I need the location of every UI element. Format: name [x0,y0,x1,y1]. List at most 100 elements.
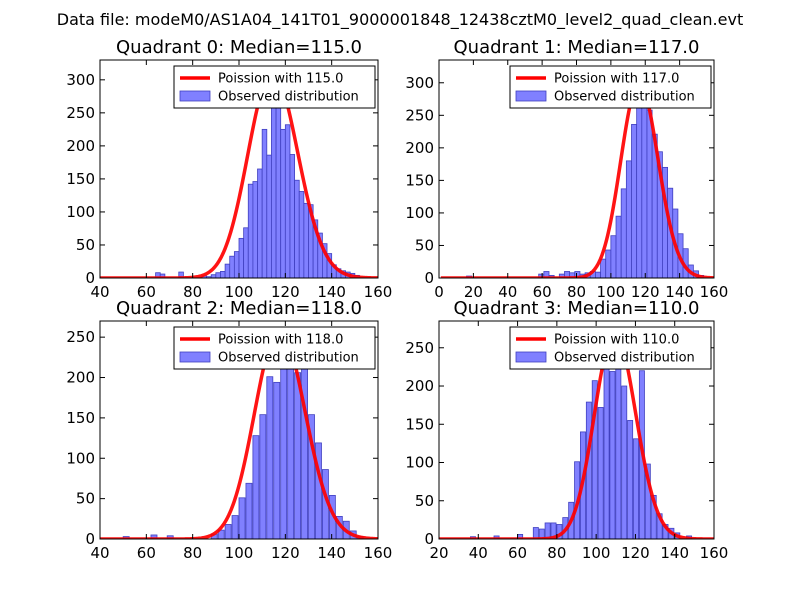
quadrant-0-panel: 40 60 80 100 120 140 160 0 50 100 150 200 250 300 Quad… [66,37,392,301]
quadrant-1-xtick-label-1: 20 [464,283,483,301]
quadrant-0-legend-observed-swatch [179,90,211,102]
quadrant-3-xtick-label-1: 40 [469,544,488,562]
quadrant-0-bar-24 [298,191,305,278]
quadrant-0-ytick-label-6: 300 [66,71,95,89]
quadrant-0-xtick-label-6: 160 [364,283,393,301]
quadrant-1-legend-observed-label: Observed distribution [554,90,695,105]
quadrant-2-ytick-label-0: 0 [85,530,95,548]
quadrant-1-xtick-label-0: 0 [434,283,444,301]
quadrant-3-xtick-label-2: 60 [508,544,527,562]
quadrant-0-bar-9 [229,255,235,278]
figure-suptitle: Data file: modeM0/AS1A04_141T01_90000018… [57,10,743,30]
quadrant-1-ytick-label-2: 100 [405,204,434,222]
quadrant-3-bar-19 [627,420,634,539]
quadrant-1-ytick-label-0: 0 [424,269,434,287]
quadrant-3-legend-observed-label: Observed distribution [554,351,695,366]
quadrant-3-ytick-label-1: 50 [415,492,434,510]
quadrant-3-plot-content [439,330,714,539]
quadrant-2-legend: Poission with 118.0 Observed distribution [173,326,376,370]
quadrant-3-bar-18 [621,385,628,539]
quadrant-2-panel: 40 60 80 100 120 140 160 0 50 100 150 200 250 Quadran… [66,298,392,562]
quadrant-2-xtick-label-3: 100 [225,544,254,562]
quadrant-2-ytick-label-3: 150 [66,409,95,427]
quadrant-3-xtick-label-0: 20 [429,544,448,562]
quadrant-2-bar-16 [301,360,308,539]
quadrant-0-bar-21 [284,124,291,278]
quadrant-1-title: Quadrant 1: Median=117.0 [454,37,700,58]
quadrant-1-xtick-label-2: 40 [498,283,517,301]
quadrant-2-ytick-label-1: 50 [76,490,95,508]
quadrant-2-bar-8 [245,482,253,539]
quadrant-3-poisson-curve [439,330,714,539]
quadrant-3-xtick-label-6: 140 [660,544,689,562]
quadrant-3-bar-17 [615,348,622,539]
quadrant-2-xtick-label-2: 80 [183,544,202,562]
quadrant-0-bar-11 [238,237,245,278]
quadrant-0-bar-8 [224,263,231,278]
quadrant-2-xtick-label-1: 60 [137,544,156,562]
quadrant-3-bar-15 [603,358,610,539]
quadrant-3-bar-16 [609,371,616,539]
quadrant-3-bar-4 [538,528,545,539]
quadrant-1-xtick-label-7: 140 [665,283,694,301]
quadrant-0-ytick-label-0: 0 [85,269,95,287]
quadrant-0-ytick-label-5: 250 [66,104,95,122]
quadrant-0-plot-content [100,69,378,278]
quadrant-3-ytick-label-2: 100 [405,454,434,472]
quadrant-1-bar-18 [631,124,638,278]
quadrant-0-ytick-label-3: 150 [66,170,95,188]
quadrant-0-ytick-label-1: 50 [76,236,95,254]
quadrant-1-panel: 0 20 40 60 80 100 120 140 160 0 50 100 150 200 250 300 Q… [405,37,728,301]
quadrant-2-poisson-curve [100,327,378,539]
quadrant-1-legend-observed-swatch [515,90,547,102]
quadrant-3-legend-observed-swatch [515,351,547,363]
quadrant-0-bar-13 [247,183,254,278]
quadrant-0-bar-6 [215,272,221,278]
quadrant-2-bar-14 [287,360,295,539]
quadrant-1-legend-poisson-label: Poission with 117.0 [554,72,679,87]
quadrant-1-legend: Poission with 117.0 Observed distribution [509,65,712,109]
quadrant-1-bar-17 [625,160,632,278]
quadrant-3-ytick-label-4: 200 [405,377,434,395]
quadrant-1-bar-20 [641,89,648,278]
quadrant-2-bar-7 [238,497,246,539]
quadrant-1-bar-15 [615,215,622,278]
quadrant-1-bar-14 [610,235,617,278]
quadrant-3-xtick-label-5: 120 [621,544,650,562]
quadrant-3-title: Quadrant 3: Median=110.0 [454,298,700,319]
quadrant-0-bar-14 [252,181,258,278]
quadrant-0-xtick-label-1: 60 [137,283,156,301]
quadrant-1-xtick-label-3: 60 [533,283,552,301]
quadrant-3-legend-poisson-label: Poission with 110.0 [554,333,679,348]
quadrant-1-xtick-label-4: 80 [567,283,586,301]
quadrant-0-legend: Poission with 115.0 Observed distribution [173,65,376,109]
quadrant-3-axes-frame [438,320,715,540]
quadrant-3-xtick-label-4: 100 [582,544,611,562]
quadrant-3-bar-12 [585,401,592,539]
quadrant-1-bar-13 [605,249,612,278]
quadrant-2-bar-9 [252,435,260,539]
quadrant-0-legend-observed-label: Observed distribution [218,90,359,105]
quadrant-0-bar-18 [271,105,277,278]
quadrant-1-ytick-label-3: 150 [405,171,434,189]
quadrant-0-bar-10 [233,251,240,278]
quadrant-2-bar-12 [273,381,281,539]
quadrant-2-xtick-label-6: 160 [364,544,393,562]
quadrant-1-ytick-label-5: 250 [405,106,434,124]
quadrant-0-bar-23 [294,179,300,278]
quadrant-3-ytick-label-0: 0 [424,530,434,548]
quadrant-0-title: Quadrant 0: Median=115.0 [116,37,362,58]
quadrant-2-bar-15 [294,372,302,539]
quadrant-2-legend-observed-label: Observed distribution [218,351,359,366]
quadrant-1-xtick-label-8: 160 [700,283,729,301]
quadrant-3-ytick-label-3: 150 [405,415,434,433]
quadrant-0-xtick-label-5: 140 [317,283,346,301]
quadrant-0-bar-15 [257,168,263,278]
quadrant-3-panel: 20 40 60 80 100 120 140 160 0 50 100 150 200 250 Quadr… [405,298,728,562]
quadrant-0-bar-25 [303,202,309,278]
quadrant-1-bar-12 [600,258,607,278]
quadrant-0-bar-17 [266,154,272,278]
quadrant-3-xtick-label-7: 160 [700,544,729,562]
quadrant-0-bar-12 [243,227,249,278]
